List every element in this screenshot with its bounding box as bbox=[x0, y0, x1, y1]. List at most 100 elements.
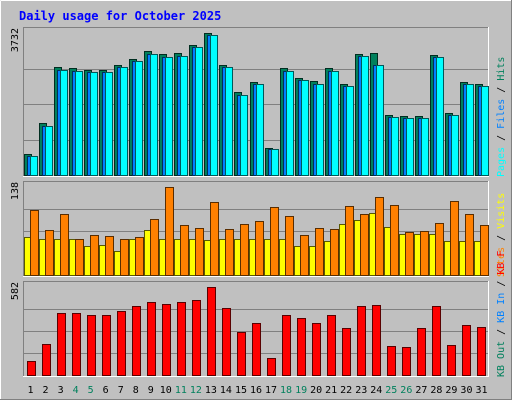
legend-item-kb-f: KB F bbox=[496, 251, 507, 275]
max-value-label: 3732 bbox=[10, 28, 21, 52]
x-tick-label-day-26: 26 bbox=[400, 385, 412, 396]
x-tick-label-day-28: 28 bbox=[430, 385, 442, 396]
legend-visits-sites: Sites / Visits bbox=[496, 193, 507, 277]
x-tick-label-day-6: 6 bbox=[103, 385, 109, 396]
bar-sites-day-27 bbox=[420, 231, 429, 276]
panel-hits-files-pages: 3732 bbox=[10, 27, 489, 177]
x-tick-label-day-21: 21 bbox=[325, 385, 337, 396]
bar-kb-f-day-6 bbox=[102, 315, 111, 376]
bar-pages-day-14 bbox=[225, 67, 233, 176]
legend-separator: / bbox=[496, 229, 507, 247]
bar-kb-f-day-18 bbox=[282, 315, 291, 376]
bar-sites-day-24 bbox=[375, 197, 384, 276]
legend-kbytes: KB Out / KB In / KB F bbox=[496, 251, 507, 377]
bar-pages-day-21 bbox=[331, 71, 339, 176]
bar-kb-f-day-30 bbox=[462, 325, 471, 376]
x-tick-label-day-22: 22 bbox=[340, 385, 352, 396]
x-tick-label-day-1: 1 bbox=[28, 385, 34, 396]
x-tick-label-day-12: 12 bbox=[190, 385, 202, 396]
bar-kb-f-day-22 bbox=[342, 328, 351, 376]
x-tick-label-day-23: 23 bbox=[355, 385, 367, 396]
bar-kb-f-day-10 bbox=[162, 304, 171, 376]
bar-kb-f-day-4 bbox=[72, 313, 81, 376]
bar-pages-day-12 bbox=[195, 47, 203, 176]
legend-item-hits: Hits bbox=[496, 57, 507, 81]
bar-sites-day-25 bbox=[390, 205, 399, 276]
bar-kb-f-day-25 bbox=[387, 346, 396, 376]
bar-sites-day-29 bbox=[450, 201, 459, 276]
max-value-label: 138 bbox=[10, 182, 21, 200]
legend-item-kb-in: KB In bbox=[496, 293, 507, 323]
x-tick-label-day-16: 16 bbox=[250, 385, 262, 396]
bar-kb-f-day-24 bbox=[372, 305, 381, 376]
legend-separator: / bbox=[496, 81, 507, 99]
x-tick-label-day-15: 15 bbox=[235, 385, 247, 396]
bar-kb-f-day-20 bbox=[312, 323, 321, 376]
bar-pages-day-10 bbox=[165, 57, 173, 176]
bar-pages-day-30 bbox=[466, 84, 474, 176]
bar-kb-f-day-19 bbox=[297, 318, 306, 376]
bar-pages-day-24 bbox=[376, 65, 384, 176]
bar-sites-day-2 bbox=[45, 230, 54, 276]
bar-sites-day-10 bbox=[165, 187, 174, 276]
bar-kb-f-day-3 bbox=[57, 313, 66, 376]
bar-pages-day-31 bbox=[481, 86, 489, 176]
legend-separator: / bbox=[496, 129, 507, 147]
bar-pages-day-29 bbox=[451, 115, 459, 176]
chart-panels: 3732 138 582 bbox=[10, 27, 489, 377]
x-tick-label-day-3: 3 bbox=[58, 385, 64, 396]
legend-item-kb-out: KB Out bbox=[496, 341, 507, 377]
bar-sites-day-21 bbox=[330, 229, 339, 276]
bar-pages-day-3 bbox=[60, 70, 68, 176]
x-tick-label-day-10: 10 bbox=[160, 385, 172, 396]
legend-separator: / bbox=[496, 323, 507, 341]
legend-item-sites: Sites bbox=[496, 247, 507, 277]
bar-kb-f-day-26 bbox=[402, 347, 411, 376]
bar-pages-day-16 bbox=[256, 84, 264, 176]
x-tick-label-day-17: 17 bbox=[265, 385, 277, 396]
x-tick-label-day-29: 29 bbox=[445, 385, 457, 396]
bar-sites-day-16 bbox=[255, 221, 264, 276]
x-tick-label-day-31: 31 bbox=[475, 385, 487, 396]
legend-item-files: Files bbox=[496, 99, 507, 129]
x-tick-label-day-4: 4 bbox=[73, 385, 79, 396]
bar-pages-day-26 bbox=[406, 118, 414, 176]
bar-sites-day-22 bbox=[345, 206, 354, 276]
panel-kbytes: 582 bbox=[10, 281, 489, 377]
x-tick-label-day-30: 30 bbox=[460, 385, 472, 396]
max-value-label: 582 bbox=[10, 282, 21, 300]
bar-sites-day-12 bbox=[195, 228, 204, 276]
chart-title: Daily usage for October 2025 bbox=[19, 9, 221, 23]
panel-visits-sites: 138 bbox=[10, 181, 489, 277]
legend-item-visits: Visits bbox=[496, 193, 507, 229]
bar-kb-f-day-11 bbox=[177, 302, 186, 376]
bar-sites-day-7 bbox=[120, 239, 129, 276]
bar-sites-day-26 bbox=[405, 232, 414, 276]
bar-kb-f-day-31 bbox=[477, 327, 486, 376]
bar-kb-f-day-17 bbox=[267, 358, 276, 376]
bar-sites-day-20 bbox=[315, 228, 324, 276]
bar-kb-f-day-12 bbox=[192, 300, 201, 376]
bar-pages-day-15 bbox=[240, 95, 248, 176]
x-tick-label-day-20: 20 bbox=[310, 385, 322, 396]
x-tick-label-day-25: 25 bbox=[385, 385, 397, 396]
bar-pages-day-17 bbox=[271, 149, 279, 176]
x-tick-label-day-7: 7 bbox=[118, 385, 124, 396]
x-tick-label-day-2: 2 bbox=[43, 385, 49, 396]
x-tick-label-day-5: 5 bbox=[88, 385, 94, 396]
bar-pages-day-18 bbox=[286, 71, 294, 176]
legend-hits-files-pages: Pages / Files / Hits bbox=[496, 57, 507, 177]
x-tick-label-day-24: 24 bbox=[370, 385, 382, 396]
bar-sites-day-1 bbox=[30, 210, 39, 276]
bar-kb-f-day-2 bbox=[42, 344, 51, 376]
x-tick-label-day-9: 9 bbox=[148, 385, 154, 396]
bar-pages-day-7 bbox=[120, 67, 128, 176]
bar-sites-day-11 bbox=[180, 225, 189, 276]
bar-kb-f-day-21 bbox=[327, 315, 336, 376]
bar-sites-day-5 bbox=[90, 235, 99, 276]
bar-kb-f-day-13 bbox=[207, 287, 216, 376]
bar-kb-f-day-27 bbox=[417, 328, 426, 376]
x-tick-label-day-8: 8 bbox=[133, 385, 139, 396]
